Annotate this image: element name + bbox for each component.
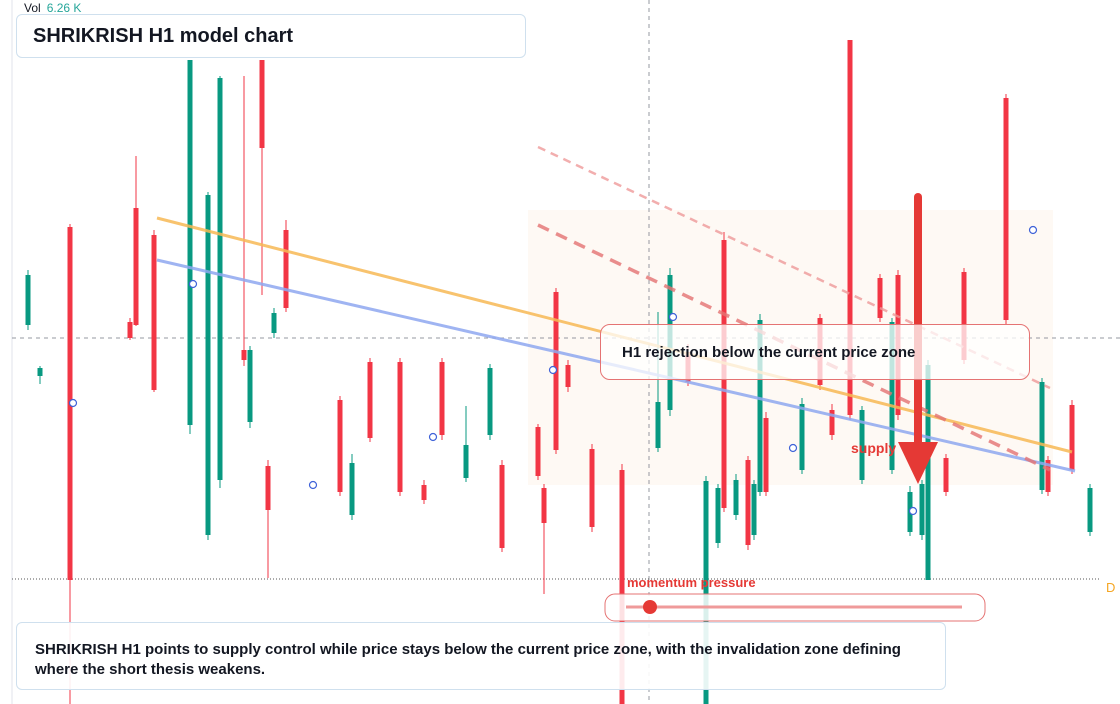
- dashed-line: [537, 145, 1051, 390]
- candle-body: [565, 365, 571, 387]
- pivot: [1028, 225, 1038, 235]
- candle-body: [733, 480, 739, 515]
- candle-body: [925, 365, 931, 580]
- candle-body: [877, 278, 883, 318]
- pivot: [68, 398, 78, 408]
- candle-body: [715, 488, 721, 543]
- candle-body: [151, 235, 157, 390]
- candle-body: [37, 368, 43, 376]
- candle-body: [943, 458, 949, 492]
- callout: H1 rejection below the current price zon…: [600, 324, 1030, 380]
- candle-body: [1039, 382, 1045, 490]
- supply-label: supply: [851, 440, 897, 456]
- candle-body: [283, 230, 289, 308]
- slider-knob: [643, 600, 657, 614]
- pivot: [548, 365, 558, 375]
- candle-body: [259, 60, 265, 148]
- candle-body: [1045, 460, 1051, 492]
- candle-body: [763, 418, 769, 492]
- candle-body: [829, 410, 835, 435]
- candle-body: [799, 404, 805, 470]
- marker-label: D: [1106, 580, 1116, 595]
- pivot: [428, 432, 438, 442]
- candle-body: [703, 481, 709, 704]
- candle-body: [535, 427, 541, 476]
- pivot: [308, 480, 318, 490]
- candle-body: [337, 400, 343, 492]
- pivots: [68, 225, 1038, 516]
- pivot: [788, 443, 798, 453]
- candle-body: [757, 320, 763, 492]
- candle-body: [919, 484, 925, 535]
- chart-title: SHRIKRISH H1 model chart: [16, 14, 526, 58]
- caption: SHRIKRISH H1 points to supply control wh…: [16, 622, 946, 690]
- candle-body: [247, 350, 253, 422]
- candle-body: [397, 362, 403, 492]
- candle-body: [619, 470, 625, 704]
- pivot: [908, 506, 918, 516]
- candle-body: [241, 350, 247, 360]
- candle-body: [127, 322, 133, 338]
- candle-body: [847, 40, 853, 415]
- candle-body: [367, 362, 373, 438]
- candle-body: [859, 410, 865, 480]
- volume-value: 6.26 K: [46, 1, 82, 15]
- arrow-head: [898, 442, 938, 484]
- candle-body: [421, 485, 427, 500]
- candle-body: [265, 466, 271, 510]
- candle-body: [487, 368, 493, 435]
- candle-body: [1087, 488, 1093, 532]
- candle-body: [499, 465, 505, 548]
- candle-body: [541, 488, 547, 523]
- candle-body: [889, 322, 895, 470]
- candle-body: [1003, 98, 1009, 320]
- candle-body: [133, 208, 139, 325]
- candle-body: [751, 484, 757, 535]
- candle-body: [217, 78, 223, 480]
- pivot: [668, 312, 678, 322]
- pivot: [188, 279, 198, 289]
- candle-body: [205, 195, 211, 535]
- candle-body: [745, 460, 751, 545]
- candle-body: [655, 402, 661, 448]
- volume-label: Vol: [24, 1, 41, 15]
- candle-body: [187, 60, 193, 425]
- volume: Vol 6.26 K: [24, 1, 81, 15]
- candle-body: [1069, 405, 1075, 470]
- candle-body: [463, 445, 469, 478]
- candle-body: [271, 313, 277, 333]
- candle-body: [349, 463, 355, 515]
- candle-body: [439, 362, 445, 435]
- candle-body: [961, 272, 967, 360]
- momentum-label: momentum pressure: [627, 575, 756, 590]
- candle-body: [589, 449, 595, 527]
- candle-body: [25, 275, 31, 325]
